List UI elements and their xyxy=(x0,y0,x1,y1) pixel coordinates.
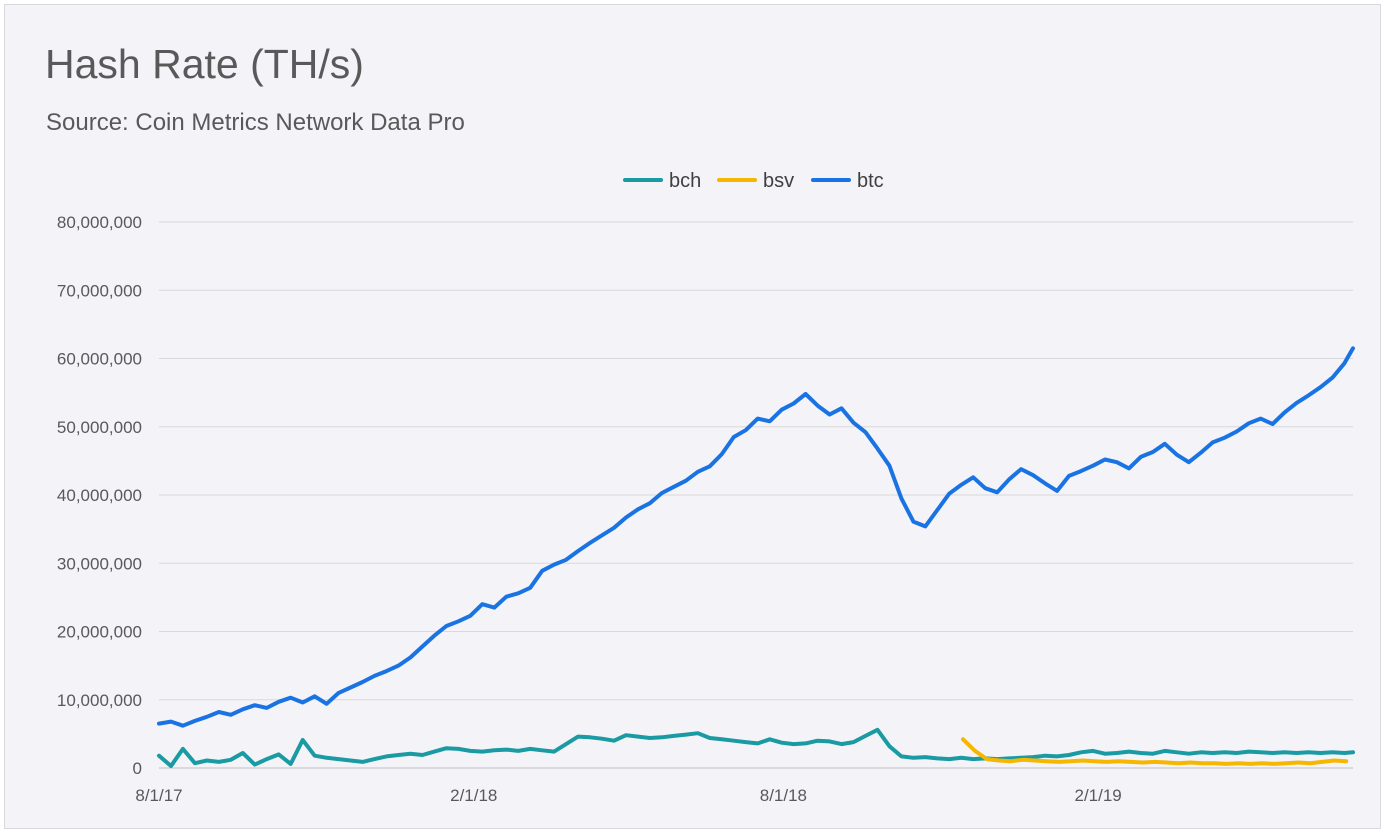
y-tick-label: 70,000,000 xyxy=(57,281,142,300)
y-tick-label: 50,000,000 xyxy=(57,418,142,437)
axis-layer: 0 10,000,000 20,000,000 30,000,000 40,000,00… xyxy=(57,213,1122,805)
legend-label: btc xyxy=(857,170,884,192)
legend-item-bsv[interactable]: bsv xyxy=(719,170,794,192)
legend-label: bch xyxy=(669,170,701,192)
legend-label: bsv xyxy=(763,170,794,192)
x-tick-label: 2/1/18 xyxy=(450,786,497,805)
y-tick-label: 0 xyxy=(133,759,142,778)
y-tick-label: 40,000,000 xyxy=(57,486,142,505)
x-tick-label: 8/1/17 xyxy=(135,786,182,805)
x-tick-label: 8/1/18 xyxy=(760,786,807,805)
x-tick-label: 2/1/19 xyxy=(1074,786,1121,805)
y-tick-label: 30,000,000 xyxy=(57,554,142,573)
y-tick-label: 80,000,000 xyxy=(57,213,142,232)
chart-area: Hash Rate (TH/s) Source: Coin Metrics Ne… xyxy=(4,4,1381,829)
y-tick-label: 10,000,000 xyxy=(57,691,142,710)
legend: bch bsv btc xyxy=(625,170,884,192)
series-line-btc xyxy=(159,348,1353,725)
y-tick-label: 60,000,000 xyxy=(57,350,142,369)
series-line-bch xyxy=(159,730,1353,766)
grid-layer xyxy=(159,222,1353,768)
series-layer xyxy=(159,348,1353,766)
plot-svg: 0 10,000,000 20,000,000 30,000,000 40,000,00… xyxy=(5,5,1382,830)
y-tick-label: 20,000,000 xyxy=(57,623,142,642)
legend-item-bch[interactable]: bch xyxy=(625,170,701,192)
legend-item-btc[interactable]: btc xyxy=(813,170,884,192)
